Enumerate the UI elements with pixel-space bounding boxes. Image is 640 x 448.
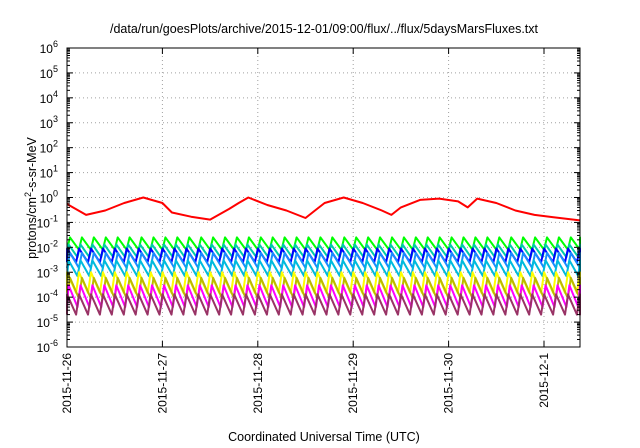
y-tick-label: 100: [40, 189, 58, 206]
y-axis-label-post: -s-sr-MeV: [25, 136, 39, 192]
y-tick-label: 10-3: [37, 263, 58, 280]
series-line: [66, 247, 581, 264]
series-line: [66, 284, 581, 309]
x-tick-label: 2015-11-29: [346, 353, 360, 414]
y-axis-label-pre: protons/cm: [25, 197, 39, 259]
x-tick-label: 2015-11-26: [60, 353, 74, 414]
y-tick-label: 10-6: [37, 338, 58, 355]
y-tick-label: 106: [40, 39, 58, 56]
series-line: [66, 243, 581, 259]
series-line: [66, 276, 581, 300]
series-line-red: [66, 196, 580, 222]
y-tick-label: 105: [40, 64, 58, 81]
series-layer: [66, 196, 581, 316]
x-axis: 2015-11-26 2015-11-27 2015-11-28 2015-11-29…: [60, 48, 551, 414]
y-axis-label-sup: 2: [23, 192, 33, 197]
y-tick-label: 10-4: [37, 288, 58, 305]
series-line: [66, 236, 581, 251]
x-tick-label: 2015-11-30: [442, 353, 456, 414]
x-tick-label: 2015-11-27: [155, 353, 169, 414]
x-tick-label: 2015-12-1: [537, 353, 551, 408]
x-tick-label: 2015-11-28: [251, 353, 265, 414]
chart-title: /data/run/goesPlots/archive/2015-12-01/0…: [110, 22, 539, 36]
y-tick-label: 102: [40, 139, 58, 156]
series-line: [66, 293, 581, 316]
series-line: [66, 259, 581, 278]
y-tick-label: 104: [40, 89, 58, 106]
y-tick-label: 10-1: [37, 213, 58, 230]
x-axis-label: Coordinated Universal Time (UTC): [228, 430, 420, 444]
y-axis-label: protons/cm2-s-sr-MeV: [23, 136, 39, 258]
y-axis: 10-6 10-5 10-4 10-3 10-2 10-1 100 101 102 103 104 1…: [37, 39, 580, 355]
y-tick-label: 103: [40, 114, 58, 131]
series-line: [66, 271, 581, 294]
y-tick-label: 10-2: [37, 238, 58, 255]
series-line: [66, 251, 581, 269]
y-tick-label: 101: [40, 164, 58, 181]
y-tick-label: 10-5: [37, 313, 58, 330]
